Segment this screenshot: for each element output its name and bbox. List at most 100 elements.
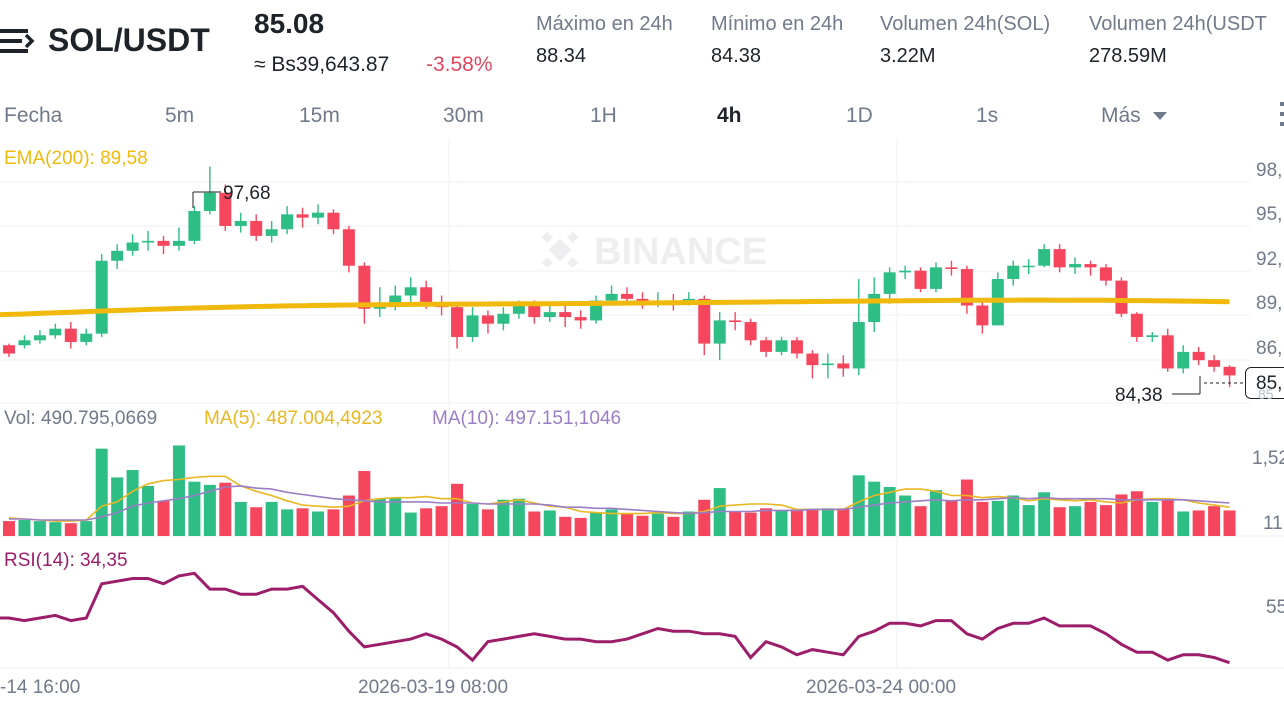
candlestick-chart[interactable]: BINANCE 97,68 84,38 (0, 138, 1284, 678)
candle (559, 305, 572, 328)
tab-5m[interactable]: 5m (165, 104, 195, 127)
volume-bar (389, 497, 402, 536)
low-marker: 84,38 (1115, 376, 1201, 406)
candle-body (930, 267, 942, 289)
volume-bar (1161, 498, 1174, 536)
candle (296, 207, 309, 228)
volume-bar (512, 498, 525, 536)
tab-4h[interactable]: 4h (717, 104, 742, 127)
price-change: -3.58% (426, 53, 493, 76)
candle (451, 303, 464, 349)
candle-body (80, 333, 93, 342)
volume-bar (1007, 495, 1020, 536)
candle (590, 295, 603, 324)
candle (976, 300, 989, 334)
rsi-axis-label: 55 (1266, 597, 1284, 618)
volume-bar (821, 508, 834, 536)
price-axis-label: 98, (1256, 160, 1283, 181)
candle-body (605, 293, 618, 301)
svg-text:84,38: 84,38 (1115, 385, 1163, 406)
ma10-label: MA(10): 497.151,1046 (432, 408, 622, 429)
tab-1d[interactable]: 1D (846, 104, 873, 127)
volume-bar (837, 508, 850, 536)
candle-body (358, 265, 371, 309)
candle (806, 350, 819, 379)
candle (945, 260, 958, 276)
candle-body (312, 212, 324, 218)
candle (33, 330, 46, 344)
fiat-price: ≈ Bs39,643.87 (254, 53, 390, 76)
candle-body (64, 328, 77, 342)
volume-bar (312, 511, 324, 536)
candle (234, 212, 247, 233)
candle (1177, 345, 1190, 374)
price-axis-label: 86, (1256, 338, 1283, 359)
volume-bar (497, 499, 510, 536)
rsi-line (0, 571, 1230, 665)
tab-30m[interactable]: 30m (443, 104, 484, 127)
volume-bar (1192, 510, 1205, 536)
volume-bar (991, 500, 1004, 536)
volume-bar (1053, 507, 1066, 536)
volume-bar (760, 508, 773, 536)
candle (126, 234, 139, 256)
candle-body (775, 340, 788, 352)
volume-bar (373, 498, 386, 536)
candle (358, 262, 371, 324)
volume-bar (574, 517, 587, 536)
volume-bar (729, 511, 742, 536)
volume-bar (481, 509, 494, 536)
candle-body (234, 220, 247, 226)
tab-fecha[interactable]: Fecha (4, 104, 63, 127)
candle (49, 323, 62, 339)
volume-bar (930, 490, 942, 536)
volume-bar (543, 510, 556, 536)
candle-body (188, 211, 201, 241)
candle (790, 336, 803, 359)
volume-bar (18, 520, 31, 536)
candle-body (899, 270, 912, 273)
volume-bar (698, 499, 711, 536)
candle-body (342, 229, 355, 266)
tab-more[interactable]: Más (1101, 104, 1167, 128)
tab-1h[interactable]: 1H (590, 104, 617, 127)
candle-body (1099, 267, 1112, 281)
candle (775, 336, 788, 356)
stat-label-24h-volume-sol: Volumen 24h(SOL) (880, 13, 1051, 35)
volume-bar (806, 509, 819, 536)
candle-body (806, 353, 819, 366)
tab-15m[interactable]: 15m (299, 104, 340, 127)
volume-bar (744, 512, 757, 536)
volume-bar (528, 511, 541, 536)
volume-axis-label: 11 (1263, 513, 1283, 534)
current-price-tag: 85, (1245, 367, 1284, 399)
volume-bar (651, 513, 664, 536)
candle (18, 335, 31, 349)
candle (281, 206, 294, 235)
candle (1099, 264, 1112, 286)
tab-more-label: Más (1101, 104, 1141, 127)
candle-body (18, 340, 31, 346)
candle (698, 295, 711, 356)
pair-selector[interactable]: SOL/USDT (48, 22, 210, 58)
candle (312, 204, 324, 225)
volume-bar (172, 445, 185, 536)
volume-bar (790, 509, 803, 536)
chevron-down-icon (1152, 112, 1167, 121)
candle-body (265, 229, 278, 236)
candle-body (543, 312, 556, 318)
volume-bar (590, 512, 603, 536)
more-options-icon[interactable] (1272, 100, 1284, 130)
tab-1s[interactable]: 1s (976, 104, 999, 127)
volume-bar (1130, 491, 1143, 536)
volume-bar (420, 508, 433, 536)
menu-icon[interactable] (0, 26, 36, 56)
candle-body (481, 315, 494, 324)
volume-bar (1099, 505, 1112, 536)
candle-body (203, 192, 216, 212)
candle (914, 267, 927, 293)
candle (837, 355, 850, 377)
candle (899, 265, 912, 279)
stat-value-24h-volume-usdt: 278.59M (1089, 45, 1167, 67)
svg-text:BINANCE: BINANCE (594, 231, 767, 273)
